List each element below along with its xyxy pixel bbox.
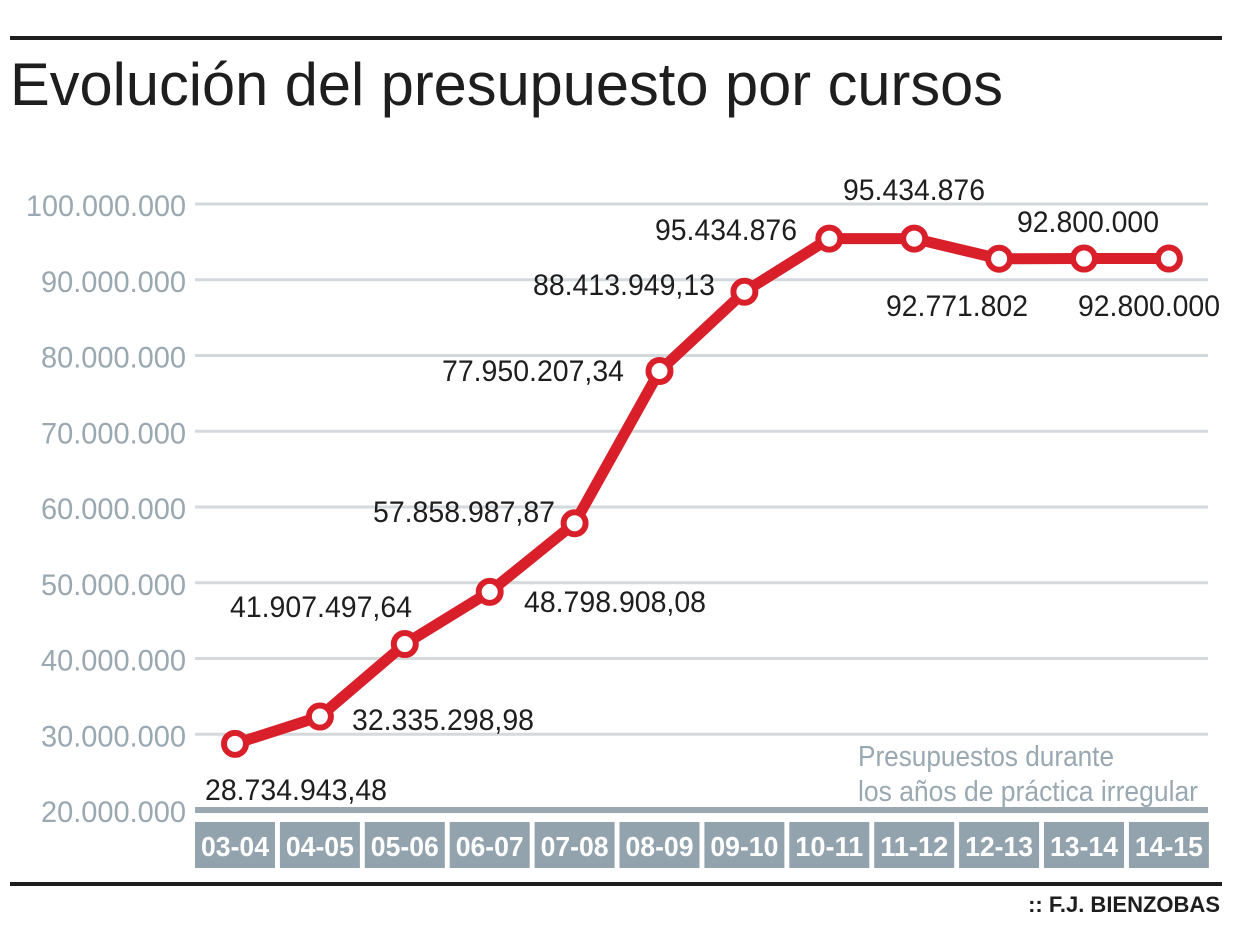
data-label: 92.800.000 xyxy=(1017,206,1159,239)
gridline xyxy=(195,278,1208,282)
x-tick-label: 09-10 xyxy=(710,831,778,862)
top-rule xyxy=(10,36,1222,40)
x-tick-label: 11-12 xyxy=(880,831,948,862)
category-box xyxy=(364,822,445,868)
x-tick-label: 10-11 xyxy=(795,831,863,862)
annotation-line-2: los años de práctica irregular xyxy=(858,776,1198,808)
gridline xyxy=(195,354,1208,357)
x-tick-label: 06-07 xyxy=(456,831,524,862)
x-tick-label: 14-15 xyxy=(1135,831,1203,862)
category-box xyxy=(534,822,615,868)
author-credit: :: F.J. BIENZOBAS xyxy=(1028,892,1220,917)
data-label: 77.950.207,34 xyxy=(442,355,624,388)
y-tick-label: 100.000.000 xyxy=(26,190,186,223)
data-point xyxy=(1070,244,1098,273)
data-point xyxy=(985,244,1014,273)
x-tick-label: 04-05 xyxy=(286,831,354,862)
category-box xyxy=(449,822,530,868)
data-label: 32.335.298,98 xyxy=(352,704,534,737)
category-box xyxy=(874,822,955,868)
x-tick-label: 13-14 xyxy=(1050,831,1118,862)
data-point xyxy=(1154,244,1183,273)
gridline xyxy=(195,581,1208,585)
gridline xyxy=(195,505,1208,509)
data-point xyxy=(221,729,249,758)
gridline xyxy=(195,732,1208,736)
gridline xyxy=(195,807,1208,813)
category-box xyxy=(959,822,1040,868)
y-tick-label: 70.000.000 xyxy=(41,417,186,450)
y-tick-label: 30.000.000 xyxy=(41,720,186,753)
gridline xyxy=(195,429,1208,433)
category-box xyxy=(1128,822,1209,868)
category-box xyxy=(1044,822,1124,868)
x-tick-label: 07-08 xyxy=(541,831,609,862)
y-tick-label: 80.000.000 xyxy=(41,342,186,375)
data-point xyxy=(730,277,759,306)
data-label: 57.858.987,87 xyxy=(373,496,555,529)
y-tick-label: 60.000.000 xyxy=(41,493,186,526)
y-tick-label: 40.000.000 xyxy=(41,645,186,678)
x-tick-label: 08-09 xyxy=(626,831,694,862)
data-label: 41.907.497,64 xyxy=(230,591,412,624)
gridline xyxy=(195,202,1208,206)
y-tick-label: 20.000.000 xyxy=(41,796,186,829)
data-point xyxy=(560,509,589,538)
annotation-line-1: Presupuestos durante xyxy=(858,741,1114,773)
category-box xyxy=(704,822,785,868)
series-line xyxy=(233,233,1169,750)
data-label: 95.434.876 xyxy=(843,174,985,207)
chart-title: Evolución del presupuesto por cursos xyxy=(10,51,1003,118)
data-label: 88.413.949,13 xyxy=(533,269,715,302)
data-label: 48.798.908,08 xyxy=(524,586,706,619)
x-tick-label: 05-06 xyxy=(371,831,439,862)
x-tick-label: 03-04 xyxy=(201,831,269,862)
x-tick-label: 12-13 xyxy=(965,831,1033,862)
data-label: 28.734.943,48 xyxy=(205,774,387,807)
y-tick-label: 50.000.000 xyxy=(41,569,186,602)
category-box xyxy=(279,822,360,868)
category-box xyxy=(789,822,870,868)
data-point xyxy=(305,702,334,731)
bottom-rule xyxy=(10,882,1222,886)
category-box xyxy=(619,822,700,868)
data-point xyxy=(645,357,674,386)
data-label: 95.434.876 xyxy=(655,214,797,247)
data-point xyxy=(900,224,929,253)
data-point xyxy=(475,577,504,606)
data-point xyxy=(815,224,844,253)
data-point xyxy=(390,630,419,659)
data-label: 92.771.802 xyxy=(886,290,1028,323)
gridline xyxy=(195,657,1208,660)
data-label: 92.800.000 xyxy=(1078,290,1220,323)
y-tick-label: 90.000.000 xyxy=(41,266,186,299)
category-box xyxy=(195,822,275,868)
